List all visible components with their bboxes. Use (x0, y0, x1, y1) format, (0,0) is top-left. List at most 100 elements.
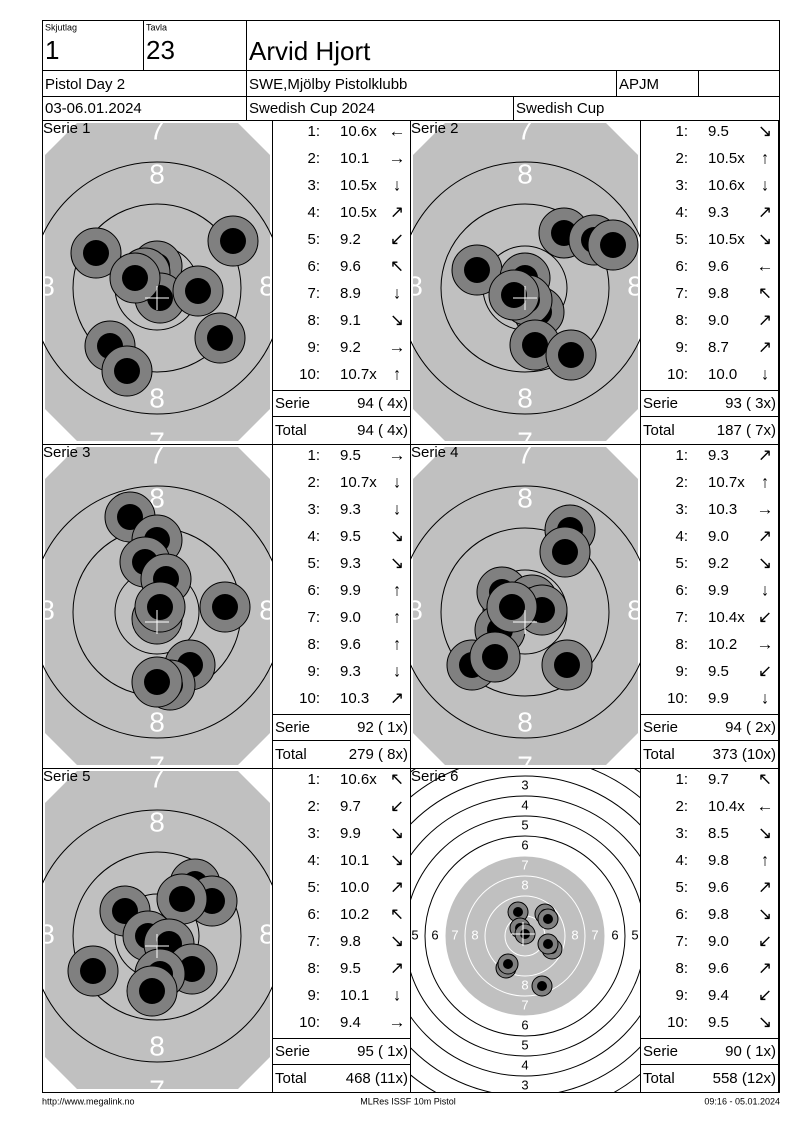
shot-direction: ↘ (390, 553, 404, 572)
shot-number: 7: (675, 609, 688, 626)
ring-label: 7 (149, 1074, 165, 1105)
shot-direction: ↗ (758, 445, 772, 464)
shot-number: 3: (675, 501, 688, 518)
hit-core (185, 278, 211, 304)
shot-direction: ↑ (393, 634, 402, 653)
shot-number: 6: (307, 582, 320, 599)
total-label: Total (643, 422, 675, 439)
ring-label: 8 (571, 927, 578, 942)
shot-score: 9.6 (708, 879, 729, 896)
ring-label: 7 (517, 438, 533, 469)
ring-label: 7 (517, 426, 533, 457)
serie-label: Serie (643, 1043, 678, 1060)
ring-label: 7 (149, 762, 165, 793)
shot-score: 10.5x (708, 231, 745, 248)
ring-label: 8 (39, 918, 55, 949)
club: SWE,Mjölby Pistolklubb (249, 76, 407, 93)
ring (43, 809, 272, 1063)
serie-title: Serie 6 (411, 768, 459, 785)
shot-number: 1: (307, 447, 320, 464)
shot-number: 7: (675, 933, 688, 950)
shot-number: 6: (307, 906, 320, 923)
squad-label: Skjutlag (45, 22, 77, 32)
serie-title: Serie 1 (43, 120, 91, 137)
shot-score: 9.3 (340, 501, 361, 518)
hit-core (482, 644, 508, 670)
shot-direction: ↘ (758, 229, 772, 248)
shot-score: 10.3 (708, 501, 737, 518)
ring-label: 5 (521, 1037, 528, 1052)
total-sum: 187 ( 7x) (717, 422, 776, 439)
shot-number: 6: (675, 582, 688, 599)
ring-label: 8 (521, 877, 528, 892)
ring-label: 8 (471, 927, 478, 942)
shot-direction: ← (757, 256, 774, 275)
ring-label: 7 (521, 857, 528, 872)
shot-direction: ↘ (390, 526, 404, 545)
shot-direction: ↗ (758, 310, 772, 329)
shot-score: 9.9 (340, 825, 361, 842)
shot-direction: ↙ (758, 661, 772, 680)
ring-label: 6 (611, 927, 618, 942)
shot-score: 9.1 (340, 312, 361, 329)
ring-label: 5 (411, 927, 418, 942)
hit-core (499, 594, 525, 620)
shot-direction: ↗ (758, 526, 772, 545)
shot-number: 9: (675, 339, 688, 356)
serie-sum: 93 ( 3x) (725, 395, 776, 412)
shot-score: 10.7x (708, 474, 745, 491)
shot-direction: ↓ (393, 985, 402, 1004)
event: Pistol Day 2 (45, 76, 125, 93)
ring-label: 7 (149, 438, 165, 469)
ring (43, 161, 272, 415)
ring-label: 8 (149, 382, 165, 413)
shot-score: 9.2 (340, 231, 361, 248)
shot-number: 2: (307, 474, 320, 491)
shot-direction: ↗ (758, 877, 772, 896)
shot-score: 9.3 (708, 447, 729, 464)
shot-score: 10.2 (340, 906, 369, 923)
ring-label: 3 (371, 927, 378, 942)
ring-label: 4 (521, 1057, 528, 1072)
hit-core (117, 504, 143, 530)
serie-title: Serie 3 (43, 444, 91, 461)
shot-number: 10: (667, 690, 688, 707)
serie-label: Serie (643, 719, 678, 736)
ring-label: 8 (627, 270, 643, 301)
ring (411, 775, 640, 1092)
shot-number: 8: (307, 636, 320, 653)
ring (440, 203, 610, 373)
shot-number: 2: (307, 798, 320, 815)
shot-number: 8: (675, 636, 688, 653)
hit-core (522, 332, 548, 358)
ring (72, 851, 242, 1021)
shot-score: 9.5 (340, 960, 361, 977)
shot-number: 4: (307, 852, 320, 869)
ring-label: 8 (517, 706, 533, 737)
shot-score: 10.5x (340, 177, 377, 194)
hit-core (207, 325, 233, 351)
total-sum: 373 (10x) (713, 746, 776, 763)
ring-label: 4 (521, 797, 528, 812)
serie-title: Serie 2 (411, 120, 459, 137)
shot-score: 10.1 (340, 987, 369, 1004)
shot-score: 10.6x (340, 771, 377, 788)
hit-core (179, 956, 205, 982)
total-sum: 94 ( 4x) (357, 422, 408, 439)
ring-label: 8 (259, 594, 275, 625)
shot-number: 2: (307, 150, 320, 167)
shot-direction: ↓ (761, 688, 770, 707)
shot-direction: ↖ (758, 769, 772, 788)
shot-score: 10.1 (340, 150, 369, 167)
ring-label: 8 (517, 482, 533, 513)
shot-direction: ↙ (758, 985, 772, 1004)
shot-direction: ↑ (393, 607, 402, 626)
ring-label: 8 (259, 270, 275, 301)
shot-number: 1: (675, 447, 688, 464)
shot-direction: ↑ (761, 148, 770, 167)
serie-title: Serie 5 (43, 768, 91, 785)
shot-direction: ↓ (393, 283, 402, 302)
squad: 1 (45, 35, 59, 65)
shot-direction: ↓ (761, 364, 770, 383)
